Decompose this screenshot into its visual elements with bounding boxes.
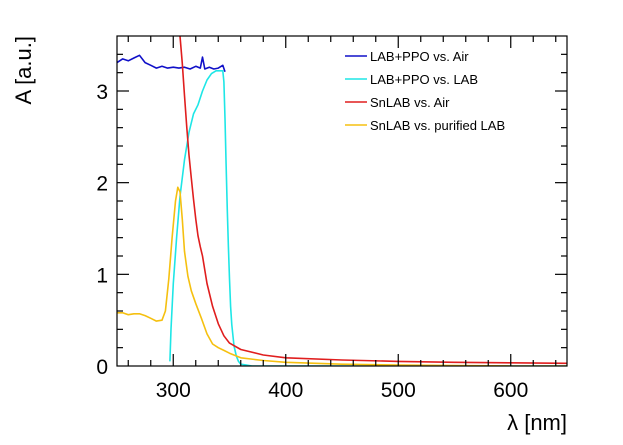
series-layer [117, 36, 567, 366]
series-line-1 [117, 54, 226, 73]
x-axis-title: λ [nm] [507, 410, 567, 435]
ticks-layer [117, 36, 567, 366]
y-tick-label: 0 [96, 356, 108, 379]
legend-label: LAB+PPO vs. LAB [370, 72, 478, 87]
x-tick-label: 300 [156, 379, 191, 402]
series-line-3 [179, 36, 567, 365]
y-tick-label: 3 [96, 81, 108, 104]
series-line-4 [117, 186, 567, 366]
series-line-2 [169, 70, 567, 366]
x-tick-label: 500 [381, 379, 416, 402]
y-tick-label: 1 [96, 264, 108, 287]
legend-label: SnLAB vs. Air [370, 95, 450, 110]
legend-label: LAB+PPO vs. Air [370, 49, 469, 64]
legend: LAB+PPO vs. Air LAB+PPO vs. LAB SnLAB vs. … [345, 49, 505, 133]
y-tick-label: 2 [96, 173, 108, 196]
x-tick-label: 400 [268, 379, 303, 402]
tick-labels-layer: 300 400 500 600 0 1 2 3 [96, 81, 528, 402]
y-axis-title: A [a.u.] [11, 36, 36, 105]
legend-label: SnLAB vs. purified LAB [370, 118, 505, 133]
x-tick-label: 600 [493, 379, 528, 402]
